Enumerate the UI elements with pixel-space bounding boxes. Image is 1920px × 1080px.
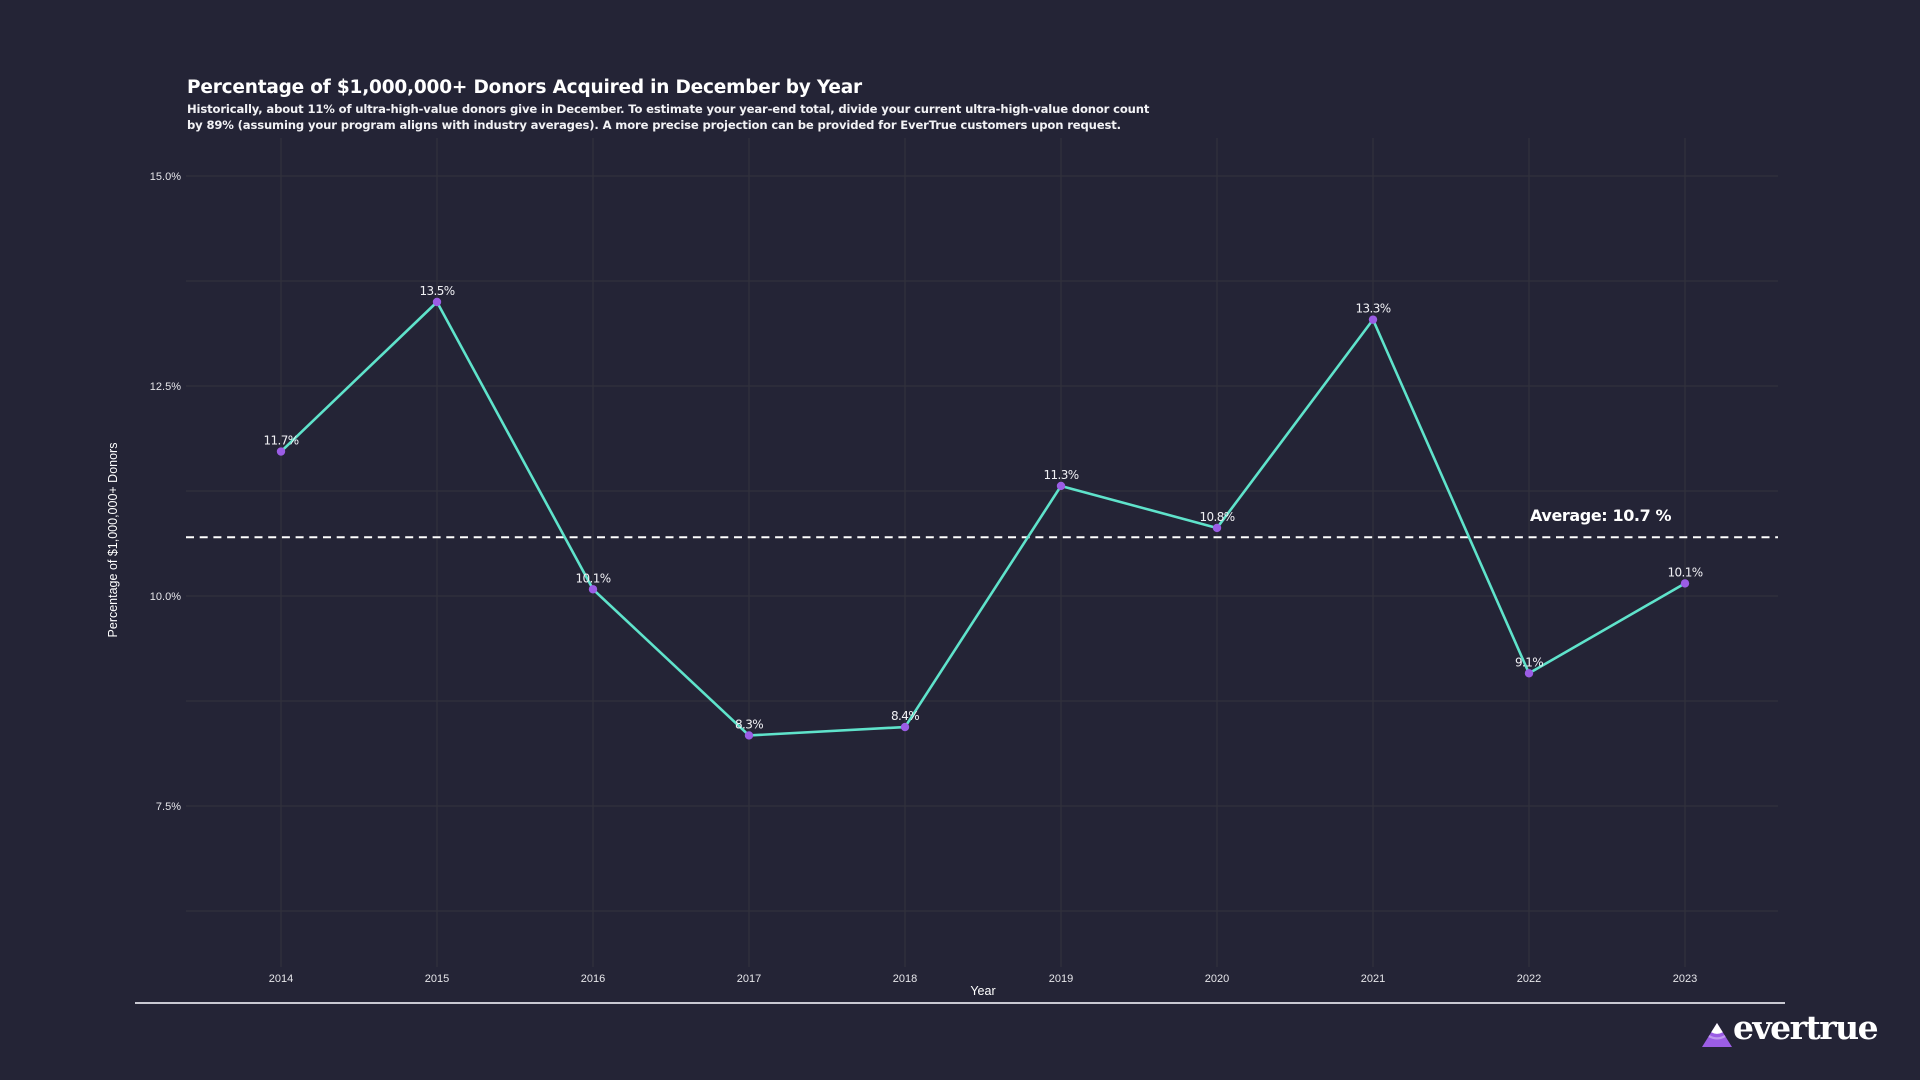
x-tick-label: 2021 <box>1361 973 1385 985</box>
chart-subtitle-line-2: by 89% (assuming your program aligns wit… <box>187 118 1121 132</box>
data-point <box>1056 481 1066 491</box>
data-label: 13.5% <box>419 284 454 298</box>
x-tick-label: 2015 <box>425 973 449 985</box>
data-label: 8.3% <box>735 717 763 731</box>
x-axis-title: Year <box>970 984 995 998</box>
data-label: 10.1% <box>575 571 610 585</box>
x-tick-label: 2016 <box>581 973 605 985</box>
data-label: 9.1% <box>1515 655 1543 669</box>
horizontal-gridlines <box>186 175 1778 912</box>
data-labels: 11.7% 13.5% 10.1% 8.3% 8.4% 11.3% 10.8% 13.3% 9.… <box>263 284 1703 731</box>
data-point <box>900 722 910 732</box>
y-axis-tick-labels: 7.5% 10.0% 12.5% 15.0% <box>150 171 181 813</box>
data-point <box>1680 579 1690 588</box>
data-point <box>276 447 286 456</box>
data-label: 11.7% <box>263 434 298 448</box>
x-tick-label: 2019 <box>1049 973 1073 985</box>
data-point <box>1212 523 1222 533</box>
y-tick-label: 7.5% <box>156 801 181 813</box>
y-axis-title: Percentage of $1,000,000+ Donors <box>106 443 120 638</box>
data-point <box>1524 669 1534 678</box>
data-point <box>744 731 754 740</box>
mountain-logo-icon <box>1702 1023 1732 1047</box>
average-label: Average: 10.7 % <box>1530 506 1672 525</box>
series-line <box>280 300 1686 737</box>
data-point <box>588 585 598 594</box>
data-label: 8.4% <box>891 709 919 723</box>
data-label: 10.8% <box>1199 510 1234 524</box>
data-point <box>432 297 442 307</box>
logo-wordmark: evertrue <box>1733 1008 1879 1047</box>
x-tick-label: 2023 <box>1673 973 1697 985</box>
data-points <box>276 297 1690 740</box>
evertrue-logo: evertrue <box>1700 1008 1905 1056</box>
y-tick-label: 10.0% <box>150 591 181 603</box>
bottom-divider <box>135 1002 1785 1004</box>
x-tick-label: 2018 <box>893 973 917 985</box>
vertical-gridlines <box>280 138 1686 967</box>
data-label: 11.3% <box>1043 468 1078 482</box>
data-point <box>1368 315 1378 324</box>
x-tick-label: 2017 <box>737 973 761 985</box>
x-tick-label: 2014 <box>269 973 293 985</box>
chart-subtitle-line-1: Historically, about 11% of ultra-high-va… <box>187 102 1150 116</box>
x-tick-label: 2020 <box>1205 973 1229 985</box>
y-tick-label: 12.5% <box>150 381 181 393</box>
y-tick-label: 15.0% <box>150 171 181 183</box>
data-label: 10.1% <box>1667 565 1702 579</box>
x-tick-label: 2022 <box>1517 973 1541 985</box>
data-label: 13.3% <box>1355 302 1390 316</box>
x-axis-tick-labels: 2014 2015 2016 2017 2018 2019 2020 2021 2022 2023 <box>269 973 1697 985</box>
chart-title: Percentage of $1,000,000+ Donors Acquire… <box>187 77 862 98</box>
